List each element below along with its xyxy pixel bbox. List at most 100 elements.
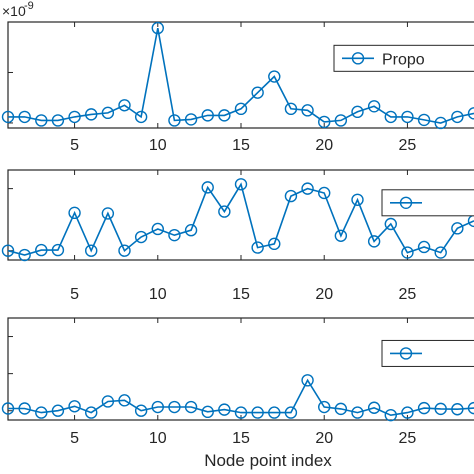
axes-box (7, 21, 474, 129)
data-point (51, 243, 65, 257)
panel-1: 5 10 15 20 25 ×10-9 Propo (1, 0, 474, 154)
data-point (101, 106, 115, 120)
data-point (451, 403, 464, 416)
data-point (334, 402, 348, 416)
data-point (184, 224, 198, 237)
data-point (417, 401, 431, 415)
x-tick-label: 10 (149, 286, 167, 303)
data-point (318, 186, 331, 200)
data-point (168, 228, 181, 242)
data-point (35, 406, 48, 419)
data-point (284, 406, 298, 419)
data-point (351, 406, 364, 419)
data-point (234, 406, 248, 419)
x-tick-label: 5 (70, 286, 79, 303)
data-point (384, 110, 397, 124)
data-point (334, 114, 348, 127)
data-point (318, 400, 331, 414)
data-point (134, 404, 148, 417)
data-point (18, 402, 31, 415)
data-point (301, 374, 314, 387)
data-point (367, 235, 381, 248)
data-point (451, 222, 464, 235)
data-point (68, 400, 81, 413)
data-point (384, 408, 397, 422)
exponent-power: -9 (24, 0, 34, 12)
data-point (434, 246, 447, 259)
data-point (367, 100, 381, 113)
data-point (1, 110, 15, 124)
legend-marker (351, 52, 365, 65)
data-point (201, 109, 214, 122)
data-point (35, 114, 48, 127)
x-axis-label: Node point index (204, 451, 332, 470)
data-point (351, 193, 364, 206)
data-point (68, 110, 81, 124)
panel-3: 5 10 15 20 25 (1, 317, 474, 447)
data-point (184, 113, 198, 126)
data-point (134, 110, 148, 124)
data-point (234, 178, 248, 191)
data-point (301, 104, 314, 117)
x-tick-label: 5 (70, 430, 79, 447)
x-tick-label: 25 (399, 137, 417, 154)
data-point (401, 246, 414, 259)
x-tick-label: 20 (315, 430, 333, 447)
data-point (234, 102, 248, 116)
data-point (51, 114, 65, 127)
data-point (434, 402, 447, 416)
data-point (118, 394, 131, 407)
data-point (351, 105, 364, 119)
data-point (268, 406, 281, 419)
data-point (367, 401, 381, 414)
exponent-label: ×10 (2, 3, 26, 19)
data-point (134, 230, 148, 244)
x-tick-label: 15 (232, 286, 250, 303)
x-tick-label: 5 (70, 137, 79, 154)
x-tick-label: 20 (315, 286, 333, 303)
data-point (251, 241, 264, 254)
data-point (384, 217, 397, 231)
x-tick-label: 10 (149, 430, 167, 447)
data-point (118, 99, 131, 112)
data-point (467, 107, 474, 120)
data-point (184, 400, 198, 414)
data-point (151, 222, 164, 236)
data-point (301, 182, 314, 195)
x-tick-label: 25 (399, 286, 417, 303)
data-point (218, 109, 231, 122)
x-tick-label: 15 (232, 430, 250, 447)
legend-marker (399, 196, 413, 210)
panel-2: 5 10 15 20 25 (1, 169, 474, 303)
data-point (251, 86, 264, 99)
x-tick-label: 15 (232, 137, 250, 154)
data-point (401, 406, 414, 419)
data-point (85, 406, 98, 419)
data-point (18, 248, 31, 262)
x-tick-label: 20 (315, 137, 333, 154)
data-point (101, 395, 115, 408)
data-point (467, 401, 474, 415)
x-tick-label: 10 (149, 137, 167, 154)
data-point (268, 70, 281, 83)
data-point (334, 229, 348, 242)
data-point (417, 240, 431, 254)
data-point (85, 108, 98, 121)
data-point (168, 400, 181, 414)
data-point (101, 207, 115, 220)
legend: Propo (333, 44, 474, 72)
data-point (151, 21, 164, 35)
data-point (451, 110, 464, 124)
data-point (251, 406, 264, 419)
data-point (1, 402, 15, 415)
legend-marker (399, 347, 413, 360)
data-point (218, 205, 231, 218)
data-point (68, 206, 81, 220)
panels: 5 10 15 20 25 ×10-9 Propo 5 10 15 20 25 5 10 15 20 25 (1, 0, 474, 447)
data-point (434, 116, 447, 130)
axes-box (7, 317, 474, 421)
data-point (201, 405, 214, 419)
data-point (467, 214, 474, 228)
data-point (118, 244, 131, 257)
